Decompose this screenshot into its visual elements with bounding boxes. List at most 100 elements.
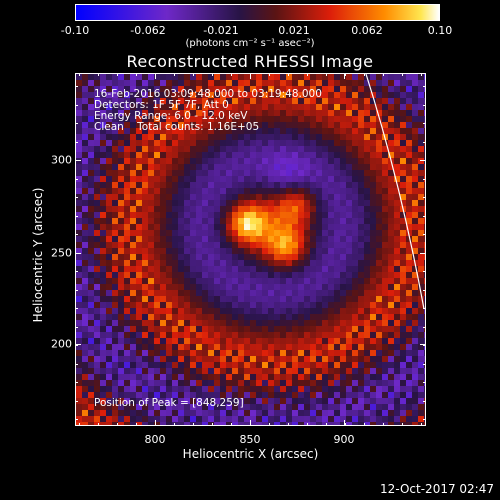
annotation-detectors: Detectors: 1F 5F 7F, Att 0 — [94, 99, 229, 111]
axis-tick — [75, 344, 81, 345]
axis-tick — [423, 123, 426, 124]
axis-tick — [288, 73, 289, 76]
axis-tick — [345, 423, 346, 426]
axis-tick — [250, 73, 251, 79]
axis-tick — [75, 142, 78, 143]
x-tick-label: 800 — [144, 433, 166, 446]
axis-tick — [423, 216, 426, 217]
axis-tick — [75, 234, 78, 235]
axis-tick — [117, 423, 118, 426]
axis-tick — [288, 423, 289, 426]
axis-tick — [344, 420, 345, 426]
axis-tick — [75, 327, 78, 328]
axis-tick — [212, 73, 213, 76]
rhessi-image: 16-Feb-2016 03:09:48.000 to 03:19:48.000… — [75, 73, 426, 426]
axis-tick — [326, 423, 327, 426]
axis-tick — [250, 423, 251, 426]
axis-tick — [423, 308, 426, 309]
axis-tick — [326, 73, 327, 76]
axis-tick — [75, 160, 78, 161]
axis-tick — [75, 290, 78, 291]
axis-tick — [155, 423, 156, 426]
y-axis-label: Heliocentric Y (arcsec) — [31, 187, 45, 323]
colorbar — [75, 4, 440, 21]
axis-tick — [423, 364, 426, 365]
axis-tick — [75, 253, 78, 254]
axis-tick — [231, 423, 232, 426]
axis-tick — [75, 197, 78, 198]
axis-tick — [420, 344, 426, 345]
colorbar-tick-labels: -0.10 -0.062 -0.021 0.021 0.062 0.10 — [0, 0, 500, 40]
axis-tick — [423, 345, 426, 346]
axis-tick — [75, 86, 78, 87]
axis-tick — [75, 345, 78, 346]
axis-tick — [250, 73, 251, 76]
plot-title: Reconstructed RHESSI Image — [126, 52, 374, 71]
axis-tick — [75, 382, 78, 383]
axis-tick — [383, 423, 384, 426]
axis-tick — [423, 105, 426, 106]
axis-tick — [383, 73, 384, 76]
axis-tick — [307, 423, 308, 426]
axis-tick — [421, 73, 422, 76]
axis-tick — [193, 423, 194, 426]
axis-tick — [423, 290, 426, 291]
axis-tick — [212, 423, 213, 426]
axis-tick — [423, 271, 426, 272]
y-tick-label: 300 — [51, 153, 72, 167]
colorbar-tick-label: -0.021 — [203, 24, 239, 37]
axis-tick — [174, 423, 175, 426]
axis-tick — [75, 401, 78, 402]
x-axis-label: Heliocentric X (arcsec) — [182, 447, 319, 461]
colorbar-tick-label: 0.062 — [351, 24, 383, 37]
axis-tick — [231, 73, 232, 76]
axis-tick — [117, 73, 118, 76]
colorbar-tick-label: -0.10 — [60, 24, 90, 37]
axis-tick — [423, 382, 426, 383]
annotation-peak-position: Position of Peak = [848,259] — [94, 397, 244, 409]
axis-tick — [193, 73, 194, 76]
axis-tick — [75, 160, 81, 161]
axis-tick — [136, 73, 137, 76]
axis-tick — [364, 73, 365, 76]
axis-tick — [423, 142, 426, 143]
annotation-energy-range: Energy Range: 6.0 - 12.0 keV — [94, 110, 248, 122]
x-tick-label: 900 — [333, 433, 355, 446]
axis-tick — [75, 271, 78, 272]
axis-tick — [155, 73, 156, 76]
axis-tick — [269, 423, 270, 426]
heatmap-canvas — [76, 74, 425, 425]
colorbar-tick-label: 0.10 — [427, 24, 453, 37]
axis-tick — [75, 253, 81, 254]
axis-tick — [75, 105, 78, 106]
axis-tick — [79, 423, 80, 426]
axis-tick — [423, 86, 426, 87]
axis-tick — [75, 216, 78, 217]
colorbar-tick-label: -0.062 — [130, 24, 166, 37]
axis-tick — [136, 423, 137, 426]
axis-tick — [364, 423, 365, 426]
axis-tick — [402, 423, 403, 426]
annotation-clean-counts: Clean Total counts: 1.16E+05 — [94, 121, 260, 133]
annotation-time-range: 16-Feb-2016 03:09:48.000 to 03:19:48.000 — [94, 88, 322, 100]
colorbar-tick-label: 0.021 — [278, 24, 310, 37]
axis-tick — [423, 160, 426, 161]
axis-tick — [75, 364, 78, 365]
axis-tick — [402, 73, 403, 76]
axis-tick — [344, 73, 345, 79]
axis-tick — [98, 73, 99, 76]
colorbar-unit-label: (photons cm⁻² s⁻¹ asec⁻²) — [185, 38, 315, 49]
plot-timestamp: 12-Oct-2017 02:47 — [380, 482, 494, 496]
axis-tick — [79, 73, 80, 76]
solar-limb-line — [365, 74, 425, 310]
axis-tick — [269, 73, 270, 76]
axis-tick — [307, 73, 308, 76]
y-tick-label: 200 — [51, 337, 72, 351]
axis-tick — [421, 423, 422, 426]
axis-tick — [75, 419, 78, 420]
axis-tick — [423, 179, 426, 180]
axis-tick — [75, 179, 78, 180]
axis-tick — [345, 73, 346, 76]
axis-tick — [75, 308, 78, 309]
x-tick-label: 850 — [239, 433, 261, 446]
